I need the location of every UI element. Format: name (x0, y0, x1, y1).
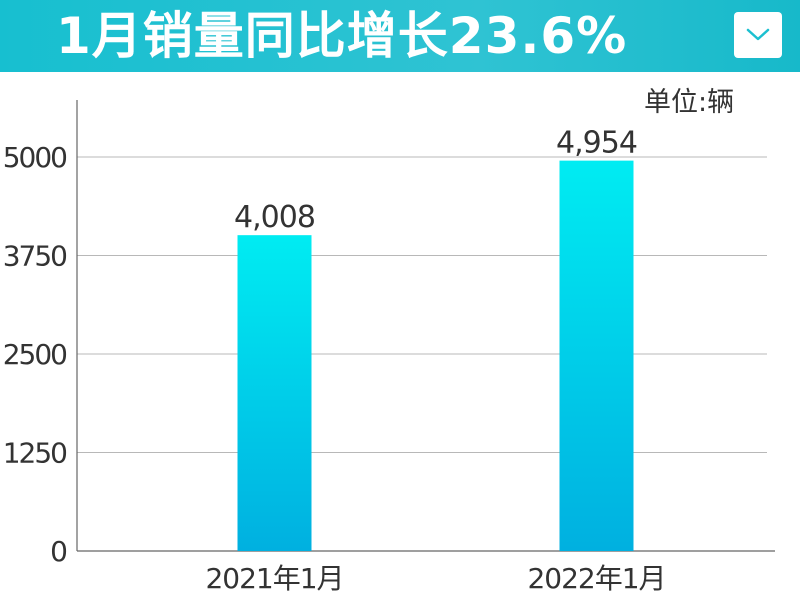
unit-label: 单位:辆 (644, 87, 735, 118)
chevron-down-icon (746, 28, 770, 41)
chart-title: 1月销量同比增长23.6% (56, 7, 628, 65)
header-banner: 1月销量同比增长23.6% (0, 0, 800, 72)
bar (559, 160, 634, 551)
x-tick-label: 2022年1月 (527, 562, 665, 595)
bar (237, 235, 312, 551)
grid-lines (77, 156, 767, 453)
y-tick-label: 2500 (3, 338, 66, 371)
y-tick-label: 3750 (3, 240, 66, 273)
y-tick-label: 5000 (3, 141, 66, 174)
x-tick-label: 2021年1月 (205, 562, 343, 595)
y-tick-label: 1250 (3, 437, 66, 470)
bar-value-label: 4,008 (234, 200, 315, 235)
y-tick-label: 0 (50, 535, 66, 568)
labels: 0 1250 2500 3750 5000 4,008 2021年1月 4,954 2022年1… (3, 126, 667, 595)
axes (76, 100, 775, 552)
bar-value-label: 4,954 (556, 126, 637, 161)
dropdown-button[interactable] (734, 12, 782, 58)
bars (237, 160, 634, 551)
